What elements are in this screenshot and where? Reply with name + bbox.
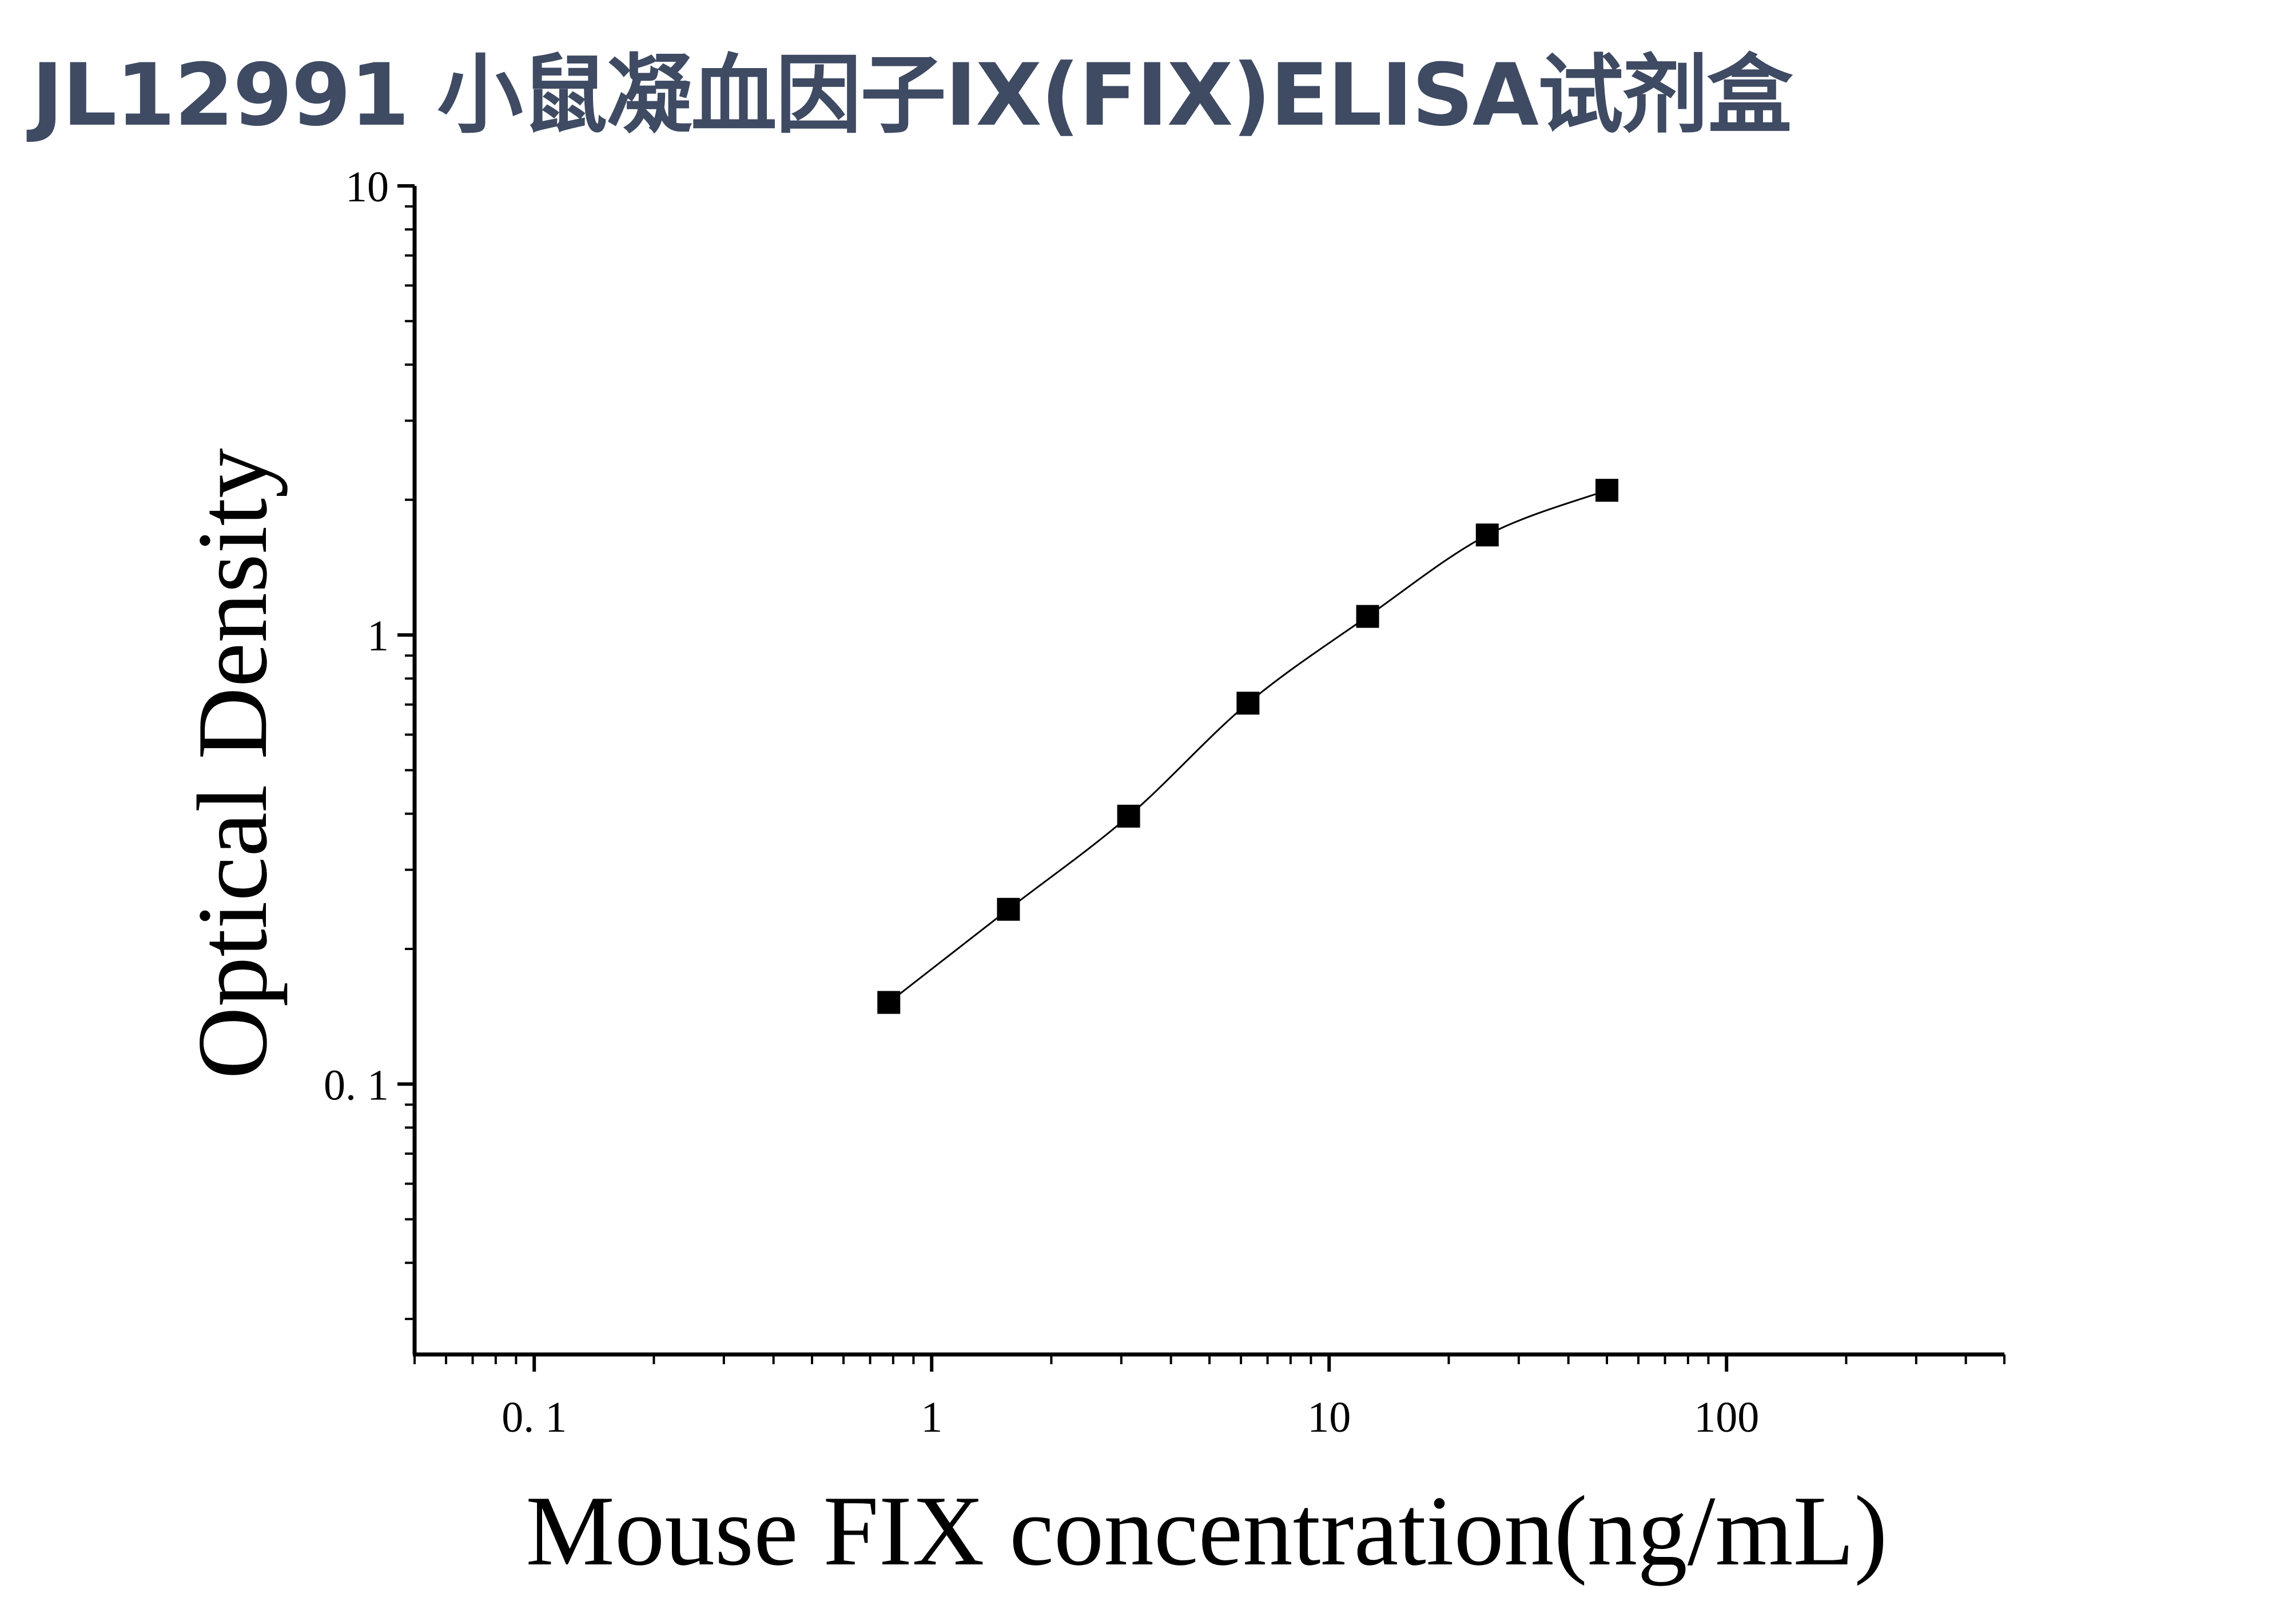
data-point <box>1236 692 1260 715</box>
x-tick-label: 0. 1 <box>502 1393 567 1441</box>
data-points <box>877 479 1618 1014</box>
x-tick-label: 1 <box>921 1393 942 1441</box>
x-tick-label: 100 <box>1694 1393 1759 1441</box>
y-tick-label: 10 <box>345 163 389 211</box>
data-point <box>1595 479 1618 502</box>
fit-curve <box>888 489 1607 1003</box>
major-ticks <box>397 184 1729 1372</box>
chart-axes <box>412 186 2004 1357</box>
x-tick-label: 10 <box>1307 1393 1351 1441</box>
data-point <box>1117 804 1140 828</box>
y-axis-title: Optical Density <box>177 448 288 1079</box>
y-tick-label: 0. 1 <box>324 1061 389 1109</box>
data-point <box>877 991 901 1014</box>
y-tick-labels: 0. 1 1 10 <box>324 163 389 1109</box>
data-point <box>997 897 1020 921</box>
data-point <box>1475 523 1499 547</box>
x-tick-labels: 0. 1 1 10 100 <box>502 1393 1759 1441</box>
page-title: JL12991 小鼠凝血因子IX(FIX)ELISA试剂盒 <box>31 46 1793 145</box>
minor-ticks <box>405 205 2005 1364</box>
data-point <box>1356 605 1379 628</box>
y-tick-label: 1 <box>367 612 389 660</box>
x-axis-title: Mouse FIX concentration(ng/mL) <box>526 1475 1887 1586</box>
